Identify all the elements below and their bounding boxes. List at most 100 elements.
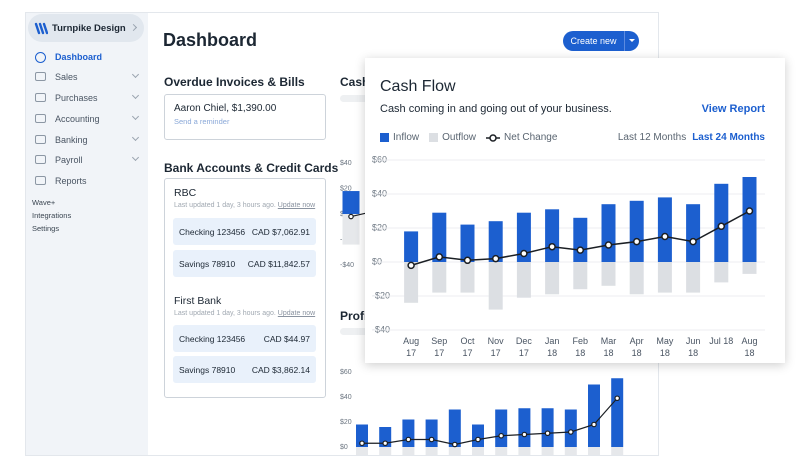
bar — [611, 378, 624, 447]
net-point — [567, 429, 574, 435]
net-point — [576, 246, 585, 254]
create-button-label[interactable]: Create new — [570, 36, 617, 46]
menu-icon — [35, 72, 46, 81]
menu-icon — [35, 52, 46, 63]
x-tick-label: Sep 17 — [431, 336, 448, 358]
legend: Inflow Outflow Net Change — [380, 132, 557, 143]
range-option[interactable]: Last 12 Months — [617, 132, 687, 143]
bank-name: First Bank — [174, 295, 222, 307]
bar — [629, 262, 644, 295]
popup-title: Cash Flow — [380, 78, 456, 95]
y-tick-label: $60 — [372, 154, 387, 164]
y-tick-label: $40 — [340, 160, 352, 167]
section-title: Overdue Invoices & Bills — [164, 75, 305, 89]
legend-icon — [486, 133, 501, 142]
reminder-link[interactable]: Send a reminder — [174, 117, 230, 126]
net-point — [475, 436, 481, 443]
bar — [488, 221, 503, 262]
bar — [472, 424, 484, 447]
legend-dot — [489, 133, 497, 142]
bar — [601, 262, 616, 286]
logo — [34, 22, 48, 35]
x-tick-label: Jun 18 — [685, 336, 701, 358]
menu-item[interactable]: Accounting — [55, 114, 100, 124]
bar — [518, 447, 531, 455]
bar — [564, 409, 577, 447]
net-point — [521, 431, 528, 438]
x-tick-label: Dec 17 — [515, 336, 532, 358]
menu-item[interactable]: Dashboard — [55, 52, 103, 62]
net-point — [689, 237, 697, 246]
account-row[interactable]: Checking 123456 CAD $44.97 — [173, 325, 316, 352]
update-link[interactable]: Update now — [277, 310, 316, 317]
sidebar-link[interactable]: Integrations — [32, 211, 72, 220]
net-point — [405, 436, 412, 443]
sidebar — [25, 12, 148, 455]
y-tick-label: $20 — [372, 222, 387, 232]
bar — [518, 408, 531, 447]
net-point — [548, 242, 556, 251]
bar — [686, 262, 701, 293]
x-tick-label: Aug 18 — [741, 336, 758, 358]
updated-text: Last updated 1 day, 3 hours ago. — [174, 202, 276, 209]
placeholder — [340, 328, 370, 335]
account-balance: CAD $11,842.57 — [247, 258, 310, 269]
button-divider — [624, 31, 625, 51]
net-point — [614, 395, 621, 402]
legend-swatch — [429, 133, 439, 142]
dropdown-caret[interactable] — [629, 39, 635, 45]
menu-item[interactable]: Banking — [55, 135, 88, 145]
bar — [545, 209, 560, 262]
bar — [379, 427, 392, 447]
bar — [601, 204, 616, 262]
y-tick-label: $0 — [372, 256, 382, 266]
net-point — [544, 430, 551, 437]
x-tick-label: Feb 18 — [572, 336, 589, 358]
menu-icon — [35, 155, 46, 164]
bar — [573, 262, 588, 290]
y-tick-label: -$20 — [372, 290, 390, 300]
legend-label: Net Change — [504, 132, 558, 143]
account-row[interactable]: Savings 78910 CAD $11,842.57 — [173, 250, 316, 277]
bar — [588, 384, 600, 447]
bar — [742, 177, 757, 262]
bar — [404, 262, 419, 303]
sidebar-link[interactable]: Settings — [32, 224, 60, 233]
bar — [516, 212, 531, 262]
menu-item[interactable]: Sales — [55, 72, 78, 82]
menu-item[interactable]: Purchases — [55, 93, 98, 103]
account-row[interactable]: Savings 78910 CAD $3,862.14 — [173, 356, 316, 383]
menu-icon — [35, 135, 46, 144]
account-name: Checking 123456 — [179, 226, 246, 237]
create-button[interactable] — [563, 31, 639, 51]
x-tick-label: Oct 17 — [460, 336, 475, 358]
bar — [714, 262, 729, 283]
legend-label: Outflow — [442, 132, 477, 143]
view-report-link[interactable]: View Report — [701, 103, 765, 115]
legend-item: Net Change — [486, 132, 557, 143]
y-tick-label: $40 — [372, 188, 387, 198]
y-tick-label: $20 — [340, 185, 352, 192]
range-option[interactable]: Last 24 Months — [692, 132, 765, 143]
bar — [356, 424, 368, 447]
overdue-card — [164, 94, 326, 140]
bar — [402, 419, 415, 447]
y-tick-label: $40 — [340, 394, 352, 401]
net-point — [632, 237, 641, 246]
sidebar-link[interactable]: Wave+ — [32, 198, 56, 207]
x-tick-label: Jul 18 — [709, 336, 734, 346]
bar — [342, 214, 360, 245]
menu-item[interactable]: Reports — [55, 176, 87, 186]
update-link[interactable]: Update now — [277, 202, 316, 209]
menu-icon — [35, 93, 46, 102]
menu-item[interactable]: Payroll — [55, 155, 83, 165]
x-tick-label: Apr 18 — [629, 336, 644, 358]
bank-name: RBC — [174, 187, 197, 199]
account-row[interactable]: Checking 123456 CAD $7,062.91 — [173, 218, 316, 245]
bar — [541, 447, 554, 455]
cash-flow-chart: $60 $40 $20 $0 -$20 -$40 — [372, 154, 765, 334]
section-title: Profi — [340, 309, 368, 323]
section-title: Bank Accounts & Credit Cards — [164, 161, 339, 175]
business-switcher[interactable] — [28, 14, 144, 42]
